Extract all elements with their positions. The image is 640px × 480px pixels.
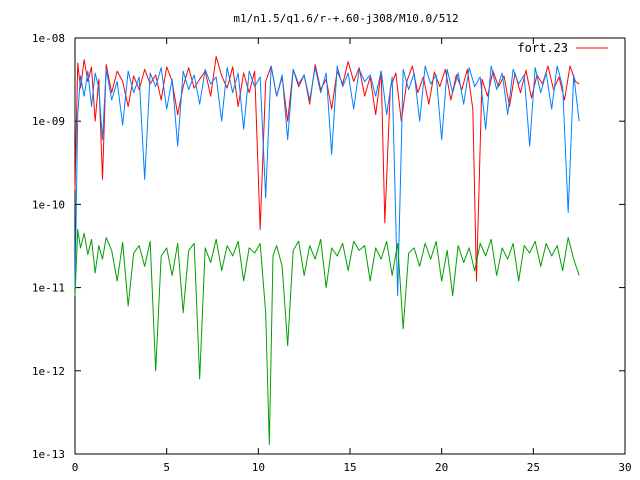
y-tick-label: 1e-11 <box>32 282 65 295</box>
chart-title: m1/n1.5/q1.6/r-+.60-j308/M10.0/512 <box>233 12 458 25</box>
series-layer <box>74 55 580 446</box>
y-tick-label: 1e-10 <box>32 198 65 211</box>
x-tick-label: 20 <box>435 461 448 474</box>
plot-frame <box>74 37 626 455</box>
x-tick-label: 15 <box>343 461 356 474</box>
y-tick-label: 1e-13 <box>32 448 65 461</box>
series-line-1 <box>74 55 580 282</box>
legend-label-fort-23: fort.23 <box>517 41 568 55</box>
y-tick-label: 1e-08 <box>32 32 65 45</box>
x-tick-label: 25 <box>527 461 540 474</box>
x-tick-label: 30 <box>618 461 631 474</box>
legend: fort.23 <box>517 41 608 55</box>
x-axis: 0 5 10 15 20 25 30 <box>72 38 632 474</box>
series-line-3 <box>74 228 580 446</box>
y-tick-label: 1e-12 <box>32 365 65 378</box>
x-tick-label: 10 <box>252 461 265 474</box>
x-tick-label: 5 <box>163 461 170 474</box>
y-tick-label: 1e-09 <box>32 115 65 128</box>
series-line-2 <box>74 65 580 297</box>
x-tick-label: 0 <box>72 461 79 474</box>
y-axis: 1e-13 1e-12 1e-11 1e-10 1e-09 1e-08 <box>32 32 625 461</box>
